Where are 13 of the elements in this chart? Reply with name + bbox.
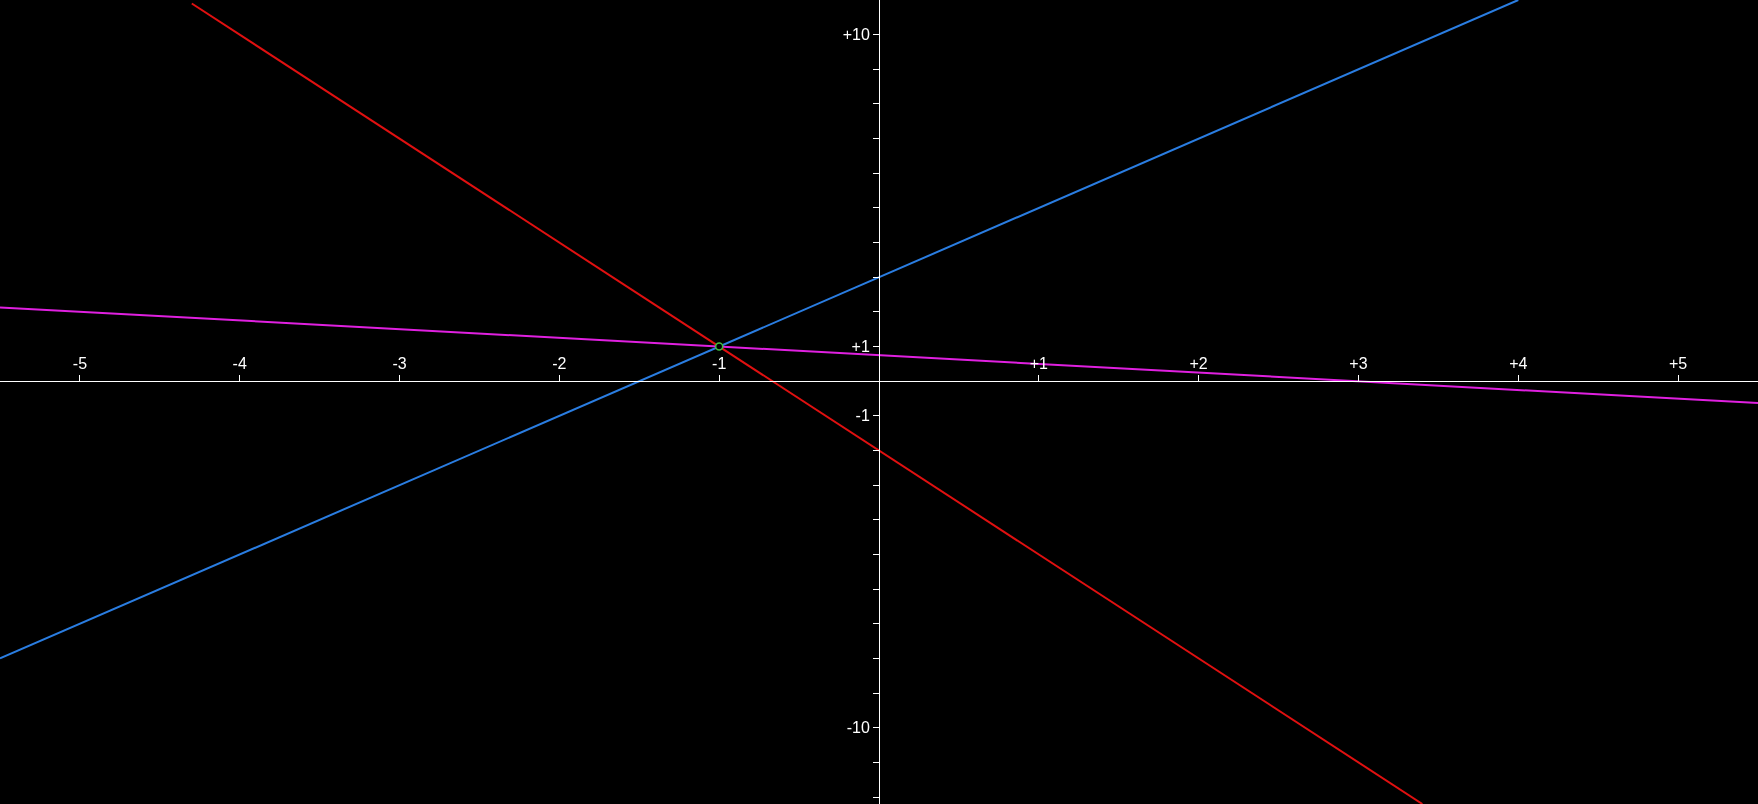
x-tick-label: -4: [232, 354, 247, 372]
y-tick-label: -1: [855, 407, 870, 425]
y-tick-label: +1: [851, 338, 870, 356]
x-tick-label: +4: [1509, 354, 1528, 372]
x-tick-label: -5: [72, 354, 88, 372]
x-tick-label: -1: [712, 354, 727, 372]
y-tick-label: +10: [842, 26, 870, 44]
x-tick-label: +5: [1668, 354, 1688, 372]
x-tick-label: +3: [1349, 354, 1368, 372]
y-tick-label: -10: [846, 719, 870, 737]
x-tick-label: +2: [1189, 354, 1208, 372]
x-tick-label: -2: [552, 354, 567, 372]
x-tick-label: -3: [392, 354, 407, 372]
